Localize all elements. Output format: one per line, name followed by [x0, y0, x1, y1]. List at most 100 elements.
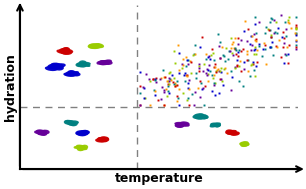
Ellipse shape	[176, 123, 183, 125]
Ellipse shape	[59, 49, 68, 52]
Ellipse shape	[210, 125, 217, 127]
Ellipse shape	[69, 121, 78, 124]
Ellipse shape	[82, 132, 88, 135]
Ellipse shape	[240, 142, 248, 145]
Ellipse shape	[97, 62, 103, 64]
Ellipse shape	[90, 46, 99, 48]
Ellipse shape	[226, 130, 233, 133]
Ellipse shape	[101, 137, 108, 140]
Ellipse shape	[226, 131, 231, 134]
Ellipse shape	[71, 123, 77, 126]
Ellipse shape	[70, 73, 78, 76]
Ellipse shape	[66, 72, 74, 76]
Ellipse shape	[179, 123, 186, 126]
Ellipse shape	[227, 132, 233, 134]
Ellipse shape	[77, 145, 85, 148]
Ellipse shape	[215, 124, 220, 127]
Ellipse shape	[38, 132, 45, 135]
Ellipse shape	[57, 50, 67, 53]
Ellipse shape	[38, 131, 47, 135]
Ellipse shape	[78, 63, 84, 66]
Ellipse shape	[175, 124, 182, 127]
Ellipse shape	[77, 132, 86, 136]
Ellipse shape	[41, 132, 47, 135]
Ellipse shape	[81, 147, 87, 149]
Ellipse shape	[67, 121, 73, 124]
Ellipse shape	[243, 143, 249, 145]
Ellipse shape	[99, 61, 109, 64]
Ellipse shape	[80, 63, 90, 65]
Ellipse shape	[100, 62, 107, 64]
Ellipse shape	[242, 143, 249, 145]
Ellipse shape	[68, 122, 75, 125]
Ellipse shape	[36, 131, 43, 133]
Ellipse shape	[99, 61, 108, 64]
Ellipse shape	[91, 44, 100, 47]
Ellipse shape	[78, 63, 83, 66]
Ellipse shape	[50, 65, 62, 69]
Ellipse shape	[99, 138, 106, 140]
Ellipse shape	[61, 50, 69, 54]
Ellipse shape	[211, 123, 219, 125]
Ellipse shape	[96, 139, 104, 142]
Ellipse shape	[81, 131, 88, 134]
Ellipse shape	[176, 124, 183, 127]
Ellipse shape	[68, 71, 75, 74]
Ellipse shape	[230, 132, 239, 135]
Ellipse shape	[62, 49, 73, 53]
Ellipse shape	[76, 63, 83, 67]
Ellipse shape	[78, 132, 86, 135]
Ellipse shape	[201, 115, 207, 119]
Ellipse shape	[35, 131, 42, 133]
Ellipse shape	[62, 50, 72, 54]
Ellipse shape	[76, 131, 85, 135]
Ellipse shape	[55, 64, 65, 67]
Ellipse shape	[241, 142, 248, 145]
Ellipse shape	[82, 145, 88, 149]
Ellipse shape	[211, 124, 218, 126]
Ellipse shape	[74, 146, 83, 148]
Ellipse shape	[78, 147, 85, 150]
Ellipse shape	[48, 64, 59, 69]
Ellipse shape	[181, 123, 189, 126]
Ellipse shape	[88, 44, 97, 48]
Ellipse shape	[198, 117, 207, 119]
Ellipse shape	[95, 44, 103, 47]
Ellipse shape	[51, 63, 63, 68]
Ellipse shape	[66, 121, 73, 124]
Ellipse shape	[78, 63, 86, 67]
Ellipse shape	[42, 130, 49, 134]
Ellipse shape	[200, 115, 208, 118]
Ellipse shape	[215, 123, 220, 125]
Ellipse shape	[79, 61, 86, 65]
Ellipse shape	[53, 66, 63, 70]
Ellipse shape	[62, 48, 69, 52]
Ellipse shape	[100, 139, 105, 141]
Ellipse shape	[67, 73, 75, 75]
Ellipse shape	[63, 48, 69, 51]
Ellipse shape	[64, 73, 74, 76]
Ellipse shape	[193, 115, 202, 118]
Ellipse shape	[100, 140, 107, 142]
Ellipse shape	[46, 67, 57, 70]
Ellipse shape	[77, 147, 83, 150]
Y-axis label: hydration: hydration	[4, 53, 17, 121]
Ellipse shape	[69, 122, 75, 125]
Ellipse shape	[215, 125, 219, 127]
Ellipse shape	[95, 44, 101, 48]
Ellipse shape	[215, 124, 220, 126]
Ellipse shape	[99, 61, 105, 65]
Ellipse shape	[103, 61, 112, 64]
Ellipse shape	[36, 130, 45, 134]
Ellipse shape	[196, 115, 204, 119]
Ellipse shape	[227, 131, 236, 133]
Ellipse shape	[242, 144, 248, 146]
Ellipse shape	[70, 72, 78, 74]
X-axis label: temperature: temperature	[115, 172, 203, 185]
Ellipse shape	[228, 131, 235, 134]
Ellipse shape	[81, 63, 90, 66]
Ellipse shape	[241, 143, 246, 145]
Ellipse shape	[231, 132, 238, 135]
Ellipse shape	[181, 122, 189, 125]
Ellipse shape	[98, 138, 104, 141]
